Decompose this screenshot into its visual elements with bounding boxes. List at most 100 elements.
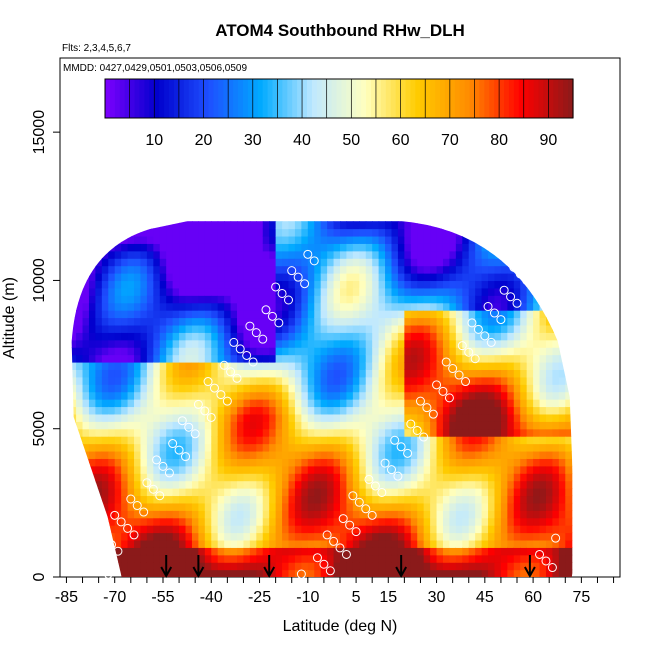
heatmap-cell	[101, 399, 109, 408]
heatmap-cell	[191, 554, 199, 563]
heatmap-cell	[217, 406, 225, 415]
heatmap-cell	[340, 302, 348, 311]
heatmap-cell	[365, 547, 373, 556]
heatmap-cell	[127, 517, 135, 526]
heatmap-cell	[520, 421, 528, 430]
heatmap-cell	[327, 421, 335, 430]
heatmap-cell	[166, 399, 174, 408]
heatmap-cell	[442, 235, 451, 244]
heatmap-cell	[108, 339, 116, 348]
heatmap-cell	[372, 339, 380, 348]
heatmap-cell	[294, 310, 302, 319]
flight-arrows	[160, 555, 536, 579]
heatmap-cell	[327, 250, 335, 259]
heatmap-cell	[507, 361, 515, 370]
heatmap-cell	[430, 539, 438, 548]
heatmap-cell	[385, 221, 393, 230]
heatmap-cell	[417, 250, 425, 259]
heatmap-cell	[82, 324, 90, 333]
heatmap-cell	[468, 280, 476, 289]
heatmap-cell	[275, 273, 283, 282]
heatmap-cell	[507, 384, 515, 393]
heatmap-cell	[533, 502, 541, 511]
heatmap-cell	[545, 399, 554, 408]
heatmap-cell	[500, 384, 508, 393]
heatmap-cell	[146, 495, 154, 504]
heatmap-cell	[146, 347, 154, 356]
heatmap-cell	[346, 287, 354, 296]
heatmap-cell	[204, 488, 212, 497]
heatmap-cell	[475, 458, 483, 467]
heatmap-cell	[430, 502, 438, 511]
heatmap-cell	[488, 287, 496, 296]
colorbar-segment	[326, 79, 333, 118]
heatmap-cell	[269, 428, 277, 437]
heatmap-cell	[442, 436, 451, 445]
heatmap-cell	[114, 532, 122, 541]
heatmap-cell	[507, 324, 515, 333]
heatmap-cell	[243, 562, 251, 571]
heatmap-cell	[249, 347, 257, 356]
heatmap-cell	[449, 473, 457, 482]
heatmap-cell	[507, 488, 515, 497]
heatmap-cell	[320, 532, 328, 541]
heatmap-cell	[191, 473, 199, 482]
heatmap-cell	[179, 458, 187, 467]
heatmap-cell	[217, 369, 225, 378]
heatmap-cell	[449, 317, 457, 326]
heatmap-cell	[455, 258, 463, 267]
heatmap-cell	[127, 480, 135, 489]
heatmap-cell	[71, 361, 77, 370]
heatmap-cell	[269, 310, 277, 319]
heatmap-cell	[423, 450, 431, 459]
heatmap-cell	[82, 250, 90, 259]
heatmap-cell	[430, 295, 438, 304]
colorbar-segment	[218, 79, 224, 118]
heatmap-cell	[340, 436, 348, 445]
heatmap-cell	[365, 510, 373, 519]
heatmap-cell	[127, 428, 135, 437]
heatmap-cell	[385, 295, 393, 304]
heatmap-cell	[166, 243, 174, 252]
heatmap-cell	[552, 235, 560, 244]
heatmap-cell	[243, 421, 251, 430]
heatmap-cell	[269, 510, 277, 519]
heatmap-cell	[243, 480, 251, 489]
heatmap-cell	[243, 258, 251, 267]
heatmap-cell	[468, 480, 476, 489]
heatmap-cell	[539, 399, 547, 408]
heatmap-cell	[262, 562, 270, 571]
heatmap-cell	[455, 399, 463, 408]
heatmap-cell	[385, 473, 393, 482]
heatmap-cell	[404, 532, 412, 541]
heatmap-cell	[282, 332, 290, 341]
heatmap-cell	[185, 465, 193, 474]
heatmap-cell	[172, 295, 180, 304]
heatmap-cell	[217, 473, 225, 482]
colorbar-segment	[415, 79, 421, 118]
heatmap-cell	[204, 280, 212, 289]
heatmap-cell	[436, 273, 444, 282]
heatmap-cell	[333, 399, 341, 408]
heatmap-cell	[359, 450, 367, 459]
heatmap-cell	[140, 473, 148, 482]
heatmap-cell	[539, 228, 547, 237]
heatmap-cell	[494, 347, 502, 356]
heatmap-cell	[333, 302, 341, 311]
heatmap-cell	[134, 280, 142, 289]
heatmap-cell	[114, 495, 122, 504]
observation-point	[248, 357, 258, 367]
heatmap-cell	[488, 332, 496, 341]
heatmap-cell	[166, 235, 174, 244]
colorbar-segment	[464, 79, 471, 118]
heatmap-cell	[71, 302, 77, 311]
heatmap-cell	[481, 324, 489, 333]
heatmap-cell	[462, 413, 470, 422]
heatmap-cell	[507, 302, 515, 311]
heatmap-cell	[153, 258, 161, 267]
heatmap-cell	[282, 517, 290, 526]
heatmap-cell	[76, 280, 84, 289]
heatmap-cell	[82, 287, 90, 296]
heatmap-cell	[449, 258, 457, 267]
heatmap-cell	[217, 228, 225, 237]
